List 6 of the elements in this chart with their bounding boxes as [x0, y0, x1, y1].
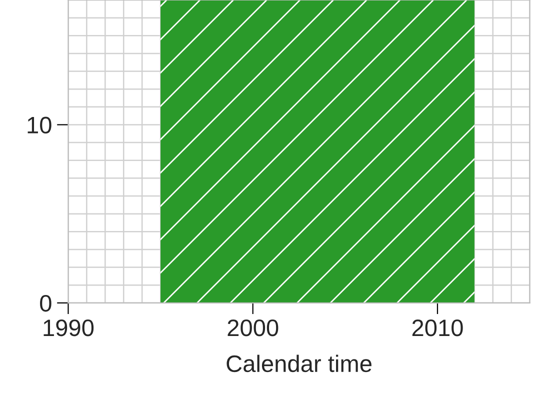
x-tick-label: 2010	[412, 320, 463, 336]
x-tick-label: 1990	[44, 320, 94, 336]
x-axis-title: Calendar time	[226, 354, 372, 372]
x-tick-label: 2000	[228, 320, 278, 336]
y-tick-label: 0	[40, 294, 52, 312]
y-tick-label: 10	[28, 116, 52, 134]
